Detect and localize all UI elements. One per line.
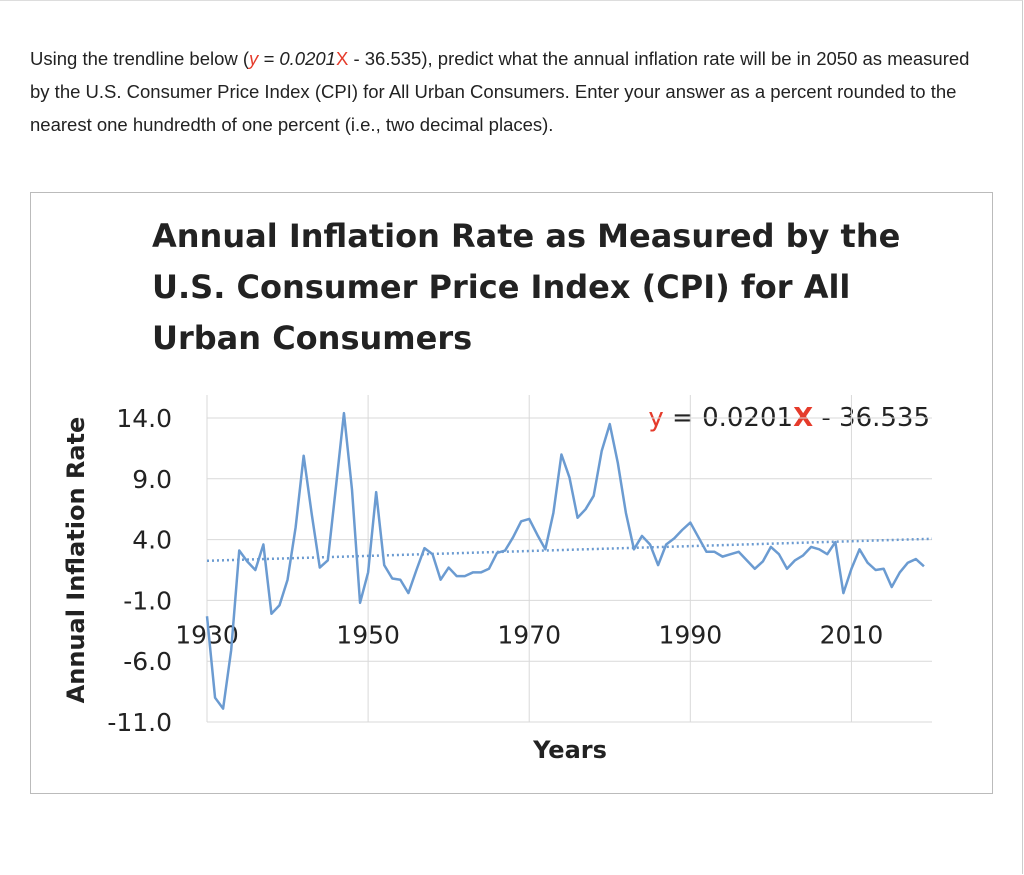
question-text: = 0.0201 [258,48,336,69]
chart-border [30,192,993,794]
question-var: y [249,48,259,69]
y-tick-label: 14.0 [116,404,172,433]
y-tick-label: 4.0 [132,526,172,555]
question-text: Using the trendline below ( [30,48,250,69]
y-tick-label: -6.0 [123,647,172,676]
y-axis-title: Annual Inflation Rate [62,417,90,704]
x-axis-title: Years [532,736,607,764]
data-line [205,411,925,710]
trendline [206,537,933,563]
chart-title: Annual Inflation Rate as Measured by the [152,217,900,255]
y-tick-label: -11.0 [107,708,172,737]
question-text: - 36.535), predict what the annual infla… [30,48,970,135]
x-tick-label: 1950 [336,620,400,649]
y-tick-label: 9.0 [132,465,172,494]
x-tick-label: 1990 [659,620,723,649]
y-tick-label: -1.0 [123,586,172,615]
x-tick-label: 1970 [497,620,561,649]
question-var: X [335,48,349,69]
x-tick-label: 2010 [820,620,884,649]
chart-title: U.S. Consumer Price Index (CPI) for All [152,268,850,306]
chart-title: Urban Consumers [152,319,472,357]
question: Using the trendline below (y = 0.0201X -… [30,42,990,141]
